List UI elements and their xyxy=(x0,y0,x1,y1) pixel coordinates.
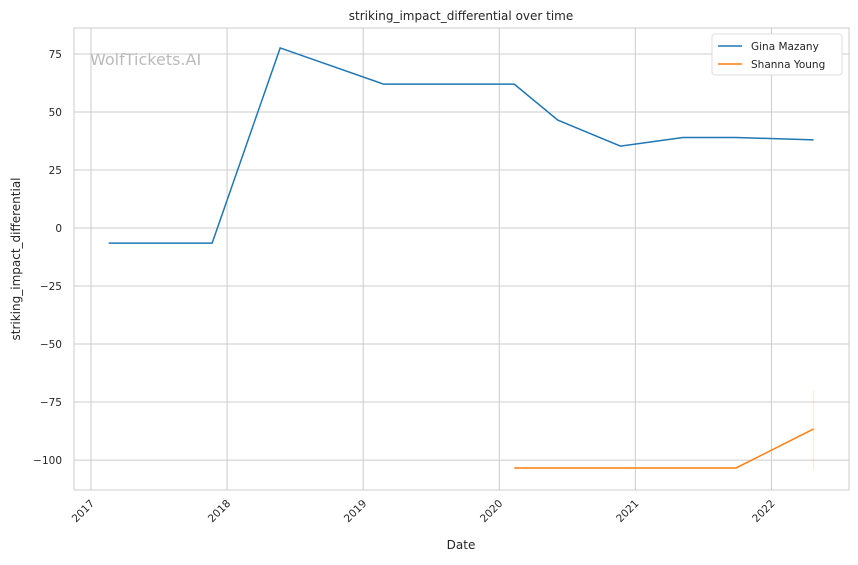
y-tick-label: −100 xyxy=(33,455,62,467)
watermark: WolfTickets.AI xyxy=(90,50,201,69)
y-tick-label: −50 xyxy=(40,339,62,351)
x-tick-label: 2020 xyxy=(478,498,505,525)
legend-label: Gina Mazany xyxy=(751,41,819,53)
x-tick-label: 2017 xyxy=(70,498,97,525)
x-tick-label: 2019 xyxy=(342,498,369,525)
legend: Gina Mazany Shanna Young xyxy=(712,34,842,75)
y-tick-label: 0 xyxy=(55,223,62,235)
x-axis-label: Date xyxy=(447,538,476,552)
y-axis-label: striking_impact_differential xyxy=(9,177,23,340)
x-tick-label: 2022 xyxy=(750,498,777,525)
series-line-gina-mazany xyxy=(109,48,814,243)
y-tick-label: 75 xyxy=(49,49,62,61)
x-tick-label: 2018 xyxy=(206,498,233,525)
y-tick-label: −75 xyxy=(40,397,62,409)
x-tick-label: 2021 xyxy=(614,498,641,525)
legend-label: Shanna Young xyxy=(751,59,825,71)
y-tick-label: 50 xyxy=(49,107,62,119)
series-lines xyxy=(109,48,814,469)
y-tick-label: −25 xyxy=(40,281,62,293)
ticks: 2017 2018 2019 2020 2021 2022 75 50 25 0 −25 −50 −75… xyxy=(33,49,777,525)
chart-title: striking_impact_differential over time xyxy=(349,9,574,23)
series-line-shanna-young xyxy=(514,429,813,468)
grid xyxy=(74,28,849,490)
y-tick-label: 25 xyxy=(49,165,62,177)
plot-frame xyxy=(74,28,849,490)
